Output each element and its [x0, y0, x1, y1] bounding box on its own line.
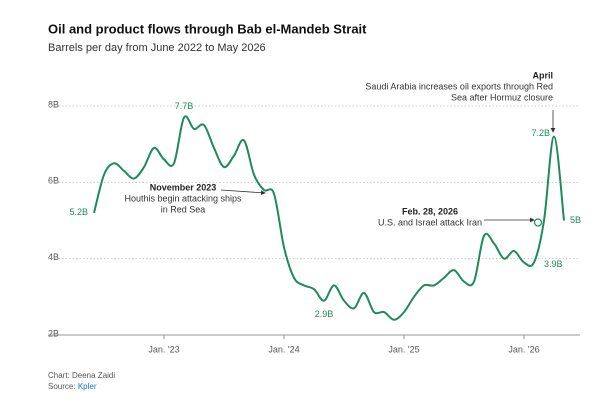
annotation-arrow: [220, 189, 266, 196]
y-tick-label: 2B: [48, 328, 59, 338]
annotation-text: Sea after Hormuz closure: [451, 92, 553, 102]
annotation-text: Houthis begin attacking ships: [124, 193, 242, 203]
y-tick-label: 4B: [48, 252, 59, 262]
annotation-title: Feb. 28, 2026: [402, 206, 458, 216]
source-name: Kpler: [78, 382, 97, 391]
value-label: 2.9B: [315, 309, 334, 319]
annotation-text: U.S. and Israel attack Iran: [378, 217, 482, 227]
y-tick-label: 6B: [48, 176, 59, 186]
value-label: 3.9B: [544, 259, 563, 269]
value-label: 7.2B: [531, 128, 550, 138]
chart-subtitle: Barrels per day from June 2022 to May 20…: [48, 42, 266, 54]
source: Source: Kpler: [48, 382, 97, 391]
x-tick-label: Jan. '26: [508, 344, 539, 354]
annotation-title: April: [532, 70, 553, 80]
y-tick-label: 8B: [48, 99, 59, 109]
annotation-text: in Red Sea: [161, 204, 206, 214]
x-tick-label: Jan. '24: [268, 344, 299, 354]
value-label: 7.7B: [175, 101, 194, 111]
chart-title: Oil and product flows through Bab el-Man…: [48, 21, 367, 36]
credit: Chart: Deena Zaidi: [48, 371, 115, 380]
x-tick-label: Jan. '25: [388, 344, 419, 354]
line: [93, 115, 565, 321]
x-tick-label: Jan. '23: [148, 344, 179, 354]
annotation-title: November 2023: [150, 182, 217, 192]
annotation-text: Saudi Arabia increases oil exports throu…: [365, 81, 553, 91]
value-label: 5B: [570, 215, 581, 225]
source-label: Source:: [48, 382, 76, 391]
value-label: 5.2B: [69, 207, 88, 217]
event-marker: [533, 218, 543, 227]
